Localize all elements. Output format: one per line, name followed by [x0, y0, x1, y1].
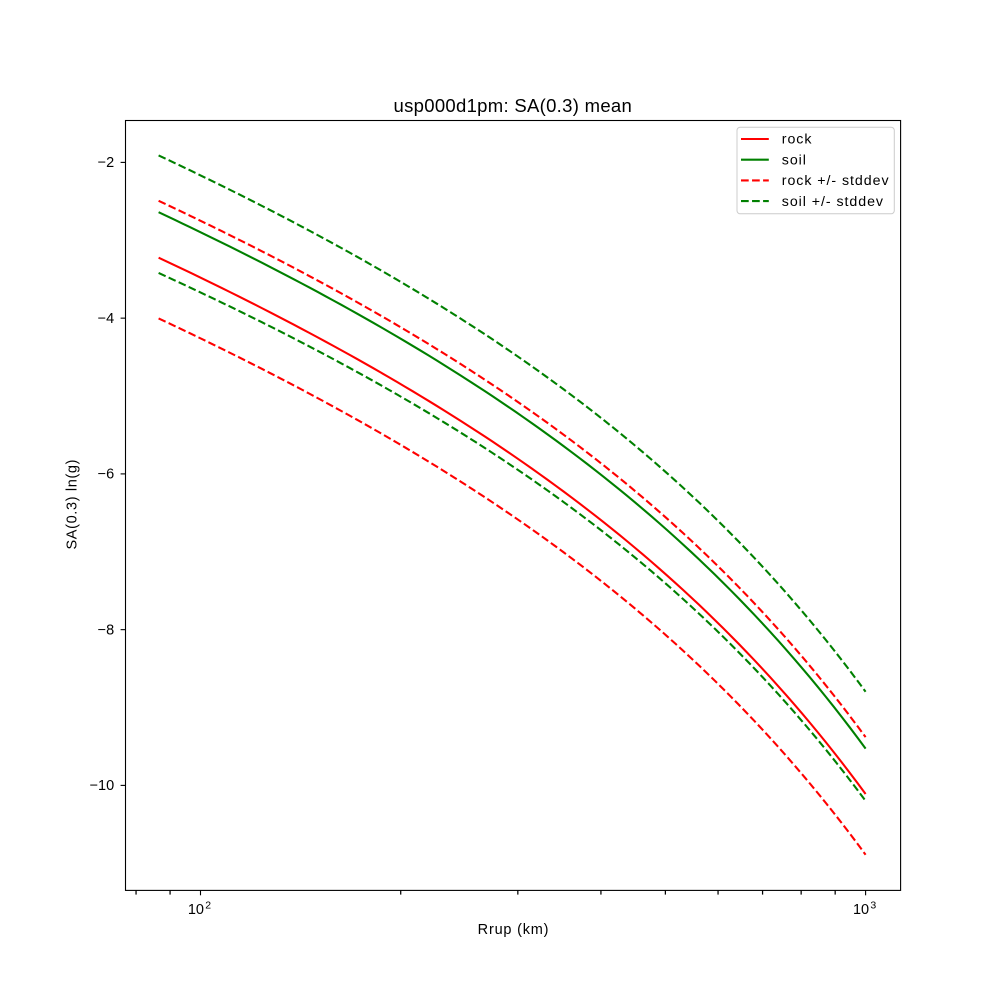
- svg-text:−8: −8: [98, 622, 115, 638]
- svg-text:3: 3: [870, 900, 876, 912]
- svg-text:soil: soil: [782, 152, 807, 168]
- svg-text:soil +/- stddev: soil +/- stddev: [782, 194, 884, 210]
- svg-text:rock: rock: [782, 132, 813, 148]
- svg-text:−2: −2: [98, 155, 115, 171]
- svg-text:10: 10: [853, 902, 869, 918]
- svg-text:−10: −10: [90, 778, 115, 794]
- svg-text:−4: −4: [98, 311, 115, 327]
- svg-text:rock +/- stddev: rock +/- stddev: [782, 173, 890, 189]
- svg-text:2: 2: [205, 900, 211, 912]
- svg-text:10: 10: [188, 902, 204, 918]
- svg-text:−6: −6: [98, 467, 115, 483]
- svg-text:Rrup (km): Rrup (km): [478, 922, 550, 938]
- svg-text:usp000d1pm: SA(0.3) mean: usp000d1pm: SA(0.3) mean: [394, 95, 633, 116]
- svg-text:SA(0.3) ln(g): SA(0.3) ln(g): [65, 459, 81, 550]
